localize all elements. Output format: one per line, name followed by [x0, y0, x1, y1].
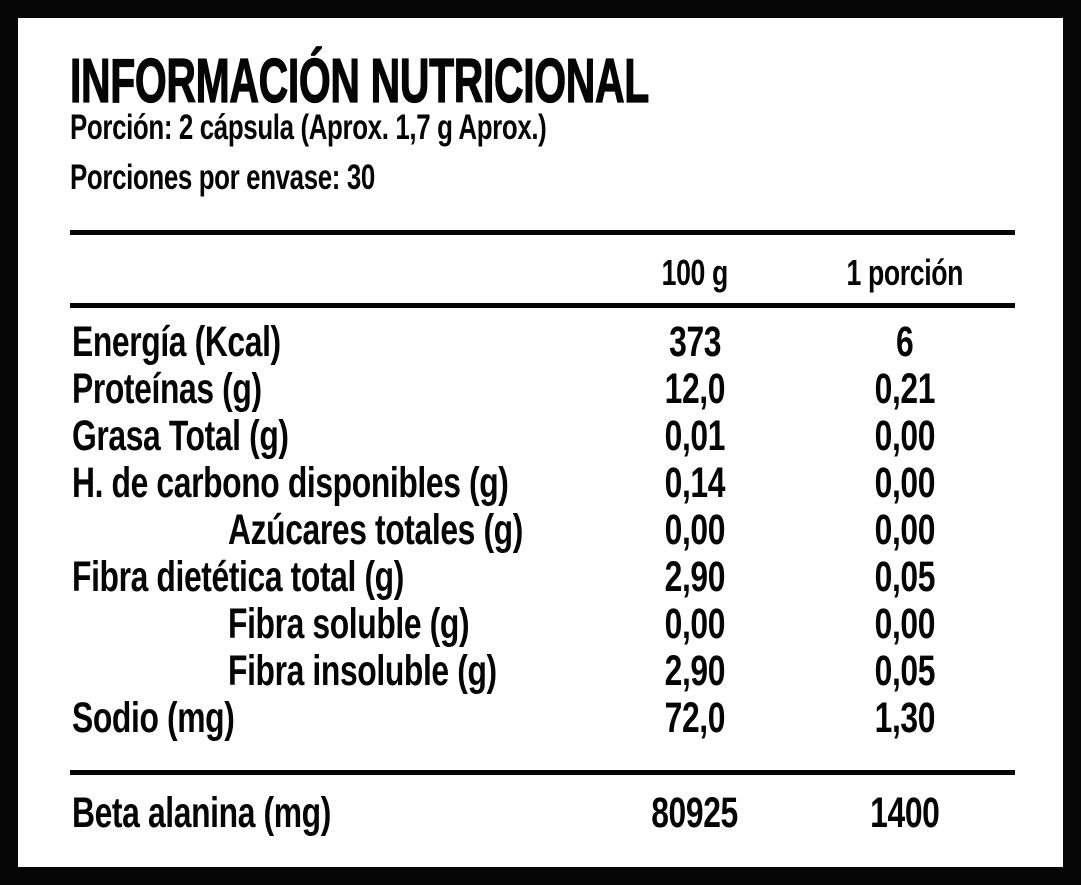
value-per-serving: 6 [896, 318, 914, 366]
nutrition-row: Fibra soluble (g) 0,00 0,00 [70, 601, 1015, 648]
value-per-100g: 373 [669, 318, 721, 366]
nutrition-row-beta-alanina: Beta alanina (mg) 80925 1400 [70, 790, 1015, 837]
nutrition-row: Proteínas (g) 12,0 0,21 [70, 366, 1015, 413]
nutrition-row: Azúcares totales (g) 0,00 0,00 [70, 507, 1015, 554]
nutrient-name: Proteínas (g) [72, 365, 262, 413]
value-per-100g: 0,00 [664, 506, 726, 554]
nutrition-row: Energía (Kcal) 373 6 [70, 319, 1015, 366]
value-per-100g: 2,90 [664, 647, 726, 695]
value-per-100g: 72,0 [664, 694, 726, 742]
nutrient-name: Fibra insoluble (g) [228, 647, 497, 695]
value-per-serving: 0,21 [874, 365, 936, 413]
nutrient-name: H. de carbono disponibles (g) [72, 459, 509, 507]
value-per-100g: 2,90 [664, 553, 726, 601]
divider-top [70, 230, 1015, 235]
value-per-serving: 0,00 [874, 600, 936, 648]
nutrition-rows: Energía (Kcal) 373 6 Proteínas (g) 12,0 0,21 G… [70, 319, 1015, 742]
value-per-serving: 0,00 [874, 506, 936, 554]
value-per-serving: 0,00 [874, 459, 936, 507]
nutrient-name: Beta alanina (mg) [72, 789, 331, 837]
label-title-text: INFORMACIÓN NUTRICIONAL [70, 47, 650, 117]
servings-per-pack-line: Porciones por envase: 30 [70, 158, 375, 197]
value-per-serving: 0,05 [874, 553, 936, 601]
nutrient-name: Azúcares totales (g) [228, 506, 523, 554]
divider-under-headers [70, 303, 1015, 308]
serving-size-line: Porción: 2 cápsula (Aprox. 1,7 g Aprox.) [70, 108, 547, 147]
nutrient-name: Fibra dietética total (g) [72, 553, 404, 601]
value-per-serving: 0,05 [874, 647, 936, 695]
value-per-serving: 1,30 [874, 694, 936, 742]
nutrient-name: Fibra soluble (g) [228, 600, 470, 648]
nutrient-name: Energía (Kcal) [72, 318, 281, 366]
divider-above-footer [70, 770, 1015, 775]
value-per-100g: 0,01 [664, 412, 726, 460]
value-per-serving: 0,00 [874, 412, 936, 460]
value-per-100g: 0,14 [664, 459, 726, 507]
column-header-portion: 1 porción [846, 252, 964, 293]
column-header-100g: 100 g [661, 252, 729, 293]
nutrition-row: Fibra dietética total (g) 2,90 0,05 [70, 554, 1015, 601]
nutrition-row: Grasa Total (g) 0,01 0,00 [70, 413, 1015, 460]
nutrition-row: Fibra insoluble (g) 2,90 0,05 [70, 648, 1015, 695]
nutrition-row: Sodio (mg) 72,0 1,30 [70, 695, 1015, 742]
value-per-100g: 80925 [651, 789, 739, 837]
nutrient-name: Grasa Total (g) [72, 412, 289, 460]
value-per-serving: 1400 [870, 789, 940, 837]
nutrient-name: Sodio (mg) [72, 694, 235, 742]
label-title: INFORMACIÓN NUTRICIONAL [70, 47, 947, 117]
value-per-100g: 0,00 [664, 600, 726, 648]
value-per-100g: 12,0 [664, 365, 726, 413]
nutrition-row: H. de carbono disponibles (g) 0,14 0,00 [70, 460, 1015, 507]
